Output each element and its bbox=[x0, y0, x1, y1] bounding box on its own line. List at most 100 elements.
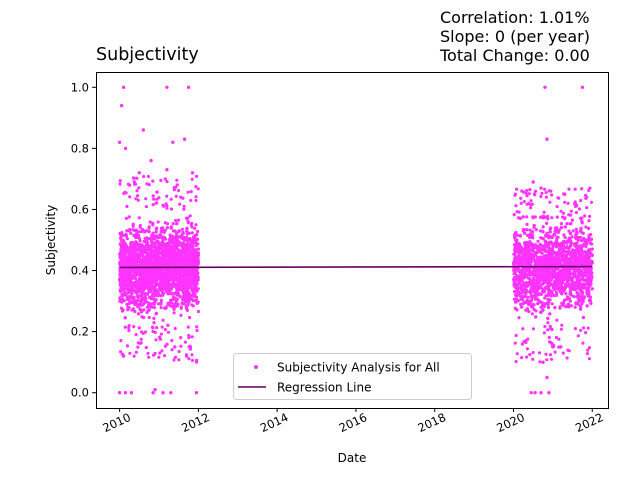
data-point bbox=[171, 222, 175, 226]
data-point bbox=[183, 340, 187, 344]
data-point bbox=[163, 354, 167, 358]
data-point bbox=[163, 242, 167, 246]
data-point bbox=[193, 277, 197, 281]
data-point bbox=[196, 309, 200, 314]
data-point bbox=[162, 235, 166, 239]
data-point bbox=[167, 285, 171, 289]
data-point bbox=[186, 295, 190, 299]
data-point bbox=[165, 226, 170, 230]
data-point bbox=[195, 328, 199, 333]
data-point bbox=[159, 233, 163, 237]
data-point bbox=[190, 221, 194, 225]
data-point bbox=[183, 238, 187, 242]
data-point bbox=[161, 253, 165, 257]
data-point bbox=[139, 341, 143, 345]
data-point bbox=[513, 262, 517, 266]
data-point bbox=[138, 239, 142, 243]
data-point bbox=[130, 264, 134, 268]
data-point bbox=[195, 301, 199, 305]
data-point bbox=[165, 180, 169, 184]
data-point bbox=[179, 344, 183, 348]
data-point bbox=[151, 221, 155, 225]
data-point bbox=[570, 218, 575, 222]
data-point bbox=[155, 190, 159, 194]
data-point bbox=[138, 303, 142, 307]
data-point bbox=[123, 254, 127, 258]
data-point bbox=[159, 178, 163, 182]
data-point bbox=[185, 304, 189, 308]
data-point bbox=[156, 263, 160, 267]
stats-box: Correlation: 1.01% Slope: 0 (per year) T… bbox=[440, 8, 590, 65]
data-point bbox=[157, 275, 162, 279]
data-point bbox=[152, 268, 156, 272]
data-point bbox=[178, 295, 182, 299]
data-point bbox=[160, 256, 164, 260]
data-point bbox=[127, 324, 131, 328]
data-point bbox=[172, 295, 176, 299]
data-point bbox=[192, 281, 196, 285]
data-point bbox=[575, 284, 579, 288]
data-point bbox=[187, 336, 191, 340]
data-point bbox=[168, 239, 172, 244]
data-point bbox=[562, 298, 567, 302]
data-point bbox=[176, 235, 180, 239]
data-point bbox=[168, 253, 172, 257]
data-point bbox=[579, 307, 583, 311]
data-point bbox=[191, 258, 195, 262]
data-point bbox=[177, 349, 181, 354]
data-point bbox=[530, 312, 535, 316]
data-point bbox=[569, 304, 573, 308]
data-point bbox=[163, 249, 167, 253]
data-point bbox=[194, 195, 198, 199]
data-point bbox=[156, 302, 160, 306]
data-point bbox=[156, 236, 160, 240]
data-point bbox=[187, 244, 191, 248]
data-point bbox=[530, 296, 534, 300]
data-point bbox=[159, 332, 163, 336]
data-point bbox=[541, 237, 545, 241]
data-point bbox=[153, 293, 157, 297]
data-point bbox=[545, 221, 549, 225]
data-point bbox=[567, 304, 571, 308]
data-point bbox=[555, 235, 559, 239]
data-point bbox=[179, 242, 183, 246]
data-point bbox=[180, 301, 184, 306]
data-point bbox=[190, 335, 194, 339]
data-point bbox=[170, 261, 174, 265]
data-point bbox=[135, 176, 139, 180]
data-point bbox=[188, 238, 192, 242]
data-point bbox=[163, 177, 167, 181]
data-point bbox=[133, 309, 137, 314]
data-point bbox=[585, 290, 589, 294]
data-point bbox=[550, 289, 554, 293]
data-point bbox=[140, 297, 144, 301]
data-point bbox=[159, 298, 163, 302]
data-point bbox=[194, 198, 198, 203]
data-point bbox=[187, 290, 191, 294]
data-point bbox=[134, 350, 138, 354]
data-point bbox=[186, 219, 190, 223]
data-point bbox=[180, 287, 184, 291]
data-point bbox=[135, 302, 140, 306]
data-point bbox=[186, 190, 190, 194]
data-point bbox=[142, 279, 147, 283]
data-point bbox=[516, 292, 520, 296]
data-point bbox=[184, 287, 188, 291]
data-point bbox=[190, 231, 194, 235]
data-point bbox=[174, 252, 178, 256]
data-point bbox=[170, 305, 175, 309]
data-point bbox=[148, 255, 153, 260]
data-point bbox=[136, 272, 140, 276]
data-point bbox=[148, 220, 152, 224]
data-point bbox=[177, 218, 181, 222]
data-point bbox=[147, 225, 151, 229]
data-point bbox=[126, 260, 130, 264]
data-point bbox=[128, 269, 132, 273]
data-point bbox=[156, 291, 160, 295]
data-point bbox=[161, 226, 165, 230]
data-point bbox=[190, 177, 194, 181]
data-point bbox=[528, 290, 532, 294]
data-point bbox=[555, 238, 559, 242]
data-point bbox=[574, 227, 578, 231]
data-point bbox=[169, 207, 174, 211]
